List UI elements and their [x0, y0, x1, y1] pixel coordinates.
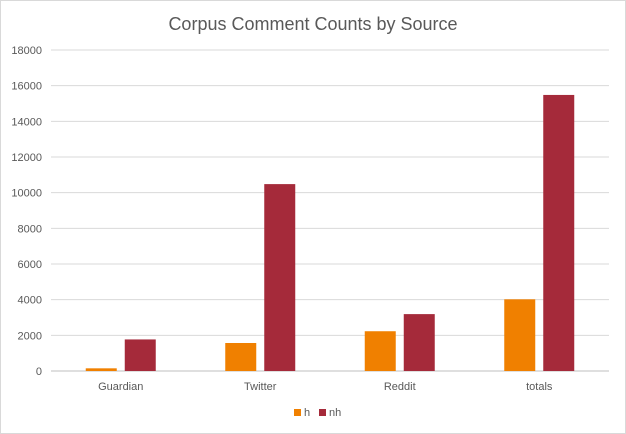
y-tick-label: 2000 — [18, 330, 42, 342]
y-tick-label: 16000 — [11, 81, 42, 93]
y-tick-label: 8000 — [18, 223, 42, 235]
y-tick-label: 12000 — [11, 152, 42, 164]
y-tick-label: 0 — [36, 366, 42, 378]
gridlines — [51, 49, 609, 372]
legend: h nh — [294, 407, 341, 419]
bar-h-guardian — [85, 368, 117, 371]
bar-nh-totals — [543, 94, 575, 371]
y-tick-label: 14000 — [11, 116, 42, 128]
bar-nh-guardian — [124, 339, 156, 371]
chart-title: Corpus Comment Counts by Source — [168, 14, 457, 34]
bar-h-twitter — [225, 343, 257, 371]
y-tick-label: 10000 — [11, 188, 42, 200]
legend-label-nh: nh — [329, 407, 341, 419]
bar-h-totals — [504, 299, 536, 371]
bars — [85, 94, 575, 371]
y-tick-label: 6000 — [18, 259, 42, 271]
bar-nh-twitter — [264, 184, 296, 371]
x-tick-label: Twitter — [244, 381, 277, 393]
x-tick-label: totals — [526, 381, 553, 393]
bar-h-reddit — [364, 331, 396, 371]
y-axis: 0 2000 4000 6000 8000 10000 12000 14000 16000 180… — [11, 45, 42, 378]
y-tick-label: 4000 — [18, 295, 42, 307]
x-tick-label: Guardian — [98, 381, 143, 393]
y-tick-label: 18000 — [11, 45, 42, 57]
legend-swatch-h — [294, 409, 301, 416]
legend-swatch-nh — [319, 409, 326, 416]
bar-nh-reddit — [403, 314, 435, 371]
x-tick-label: Reddit — [384, 381, 416, 393]
x-axis: Guardian Twitter Reddit totals — [98, 381, 553, 393]
legend-label-h: h — [304, 407, 310, 419]
